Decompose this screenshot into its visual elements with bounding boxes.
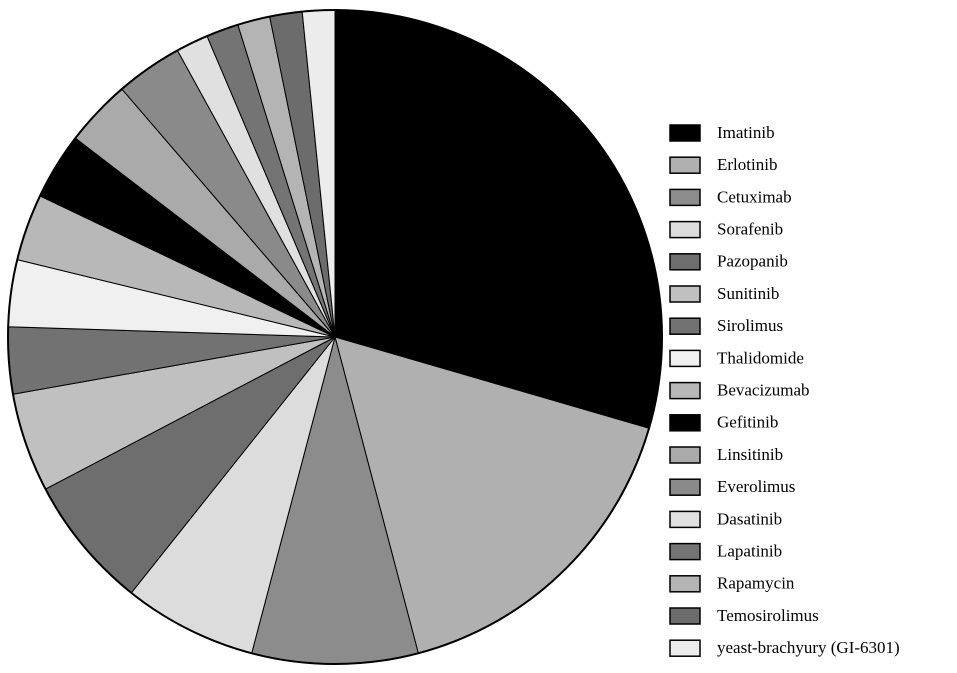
legend-swatch [669, 510, 701, 529]
legend-swatch [669, 349, 701, 368]
legend-swatch [669, 542, 701, 561]
legend-label: Dasatinib [717, 509, 782, 528]
legend-swatch [669, 607, 701, 625]
legend-label: Cetuximab [717, 187, 792, 206]
legend-label: Linsitinib [717, 445, 783, 464]
legend-swatch [669, 124, 701, 142]
legend-label: Bevacizumab [717, 381, 810, 400]
legend-swatch [669, 188, 701, 207]
legend-swatch [669, 285, 701, 303]
legend-swatch [669, 156, 701, 174]
pie-outline [7, 9, 663, 665]
legend-swatch [669, 253, 701, 271]
legend-label: yeast-brachyury (GI-6301) [717, 638, 900, 657]
legend-swatch [669, 446, 701, 464]
legend-swatch [669, 478, 701, 496]
legend-swatch [669, 639, 701, 657]
legend-label: Lapatinib [717, 542, 782, 561]
legend-label: Erlotinib [717, 155, 777, 174]
legend-swatch [669, 381, 701, 400]
legend-label: Pazopanib [717, 252, 788, 271]
legend-label: Thalidomide [717, 348, 804, 367]
legend-label: Sirolimus [717, 316, 783, 335]
legend-label: Sunitinib [717, 284, 779, 303]
legend-swatch [669, 575, 701, 593]
legend-label: Everolimus [717, 477, 795, 496]
legend-swatch [669, 414, 701, 432]
legend-label: Gefitinib [717, 413, 778, 432]
legend-swatch [669, 220, 701, 239]
legend-label: Rapamycin [717, 574, 795, 593]
legend-label: Temosirolimus [717, 606, 819, 625]
legend-swatch [669, 317, 701, 335]
legend-label: Imatinib [717, 123, 775, 142]
legend-label: Sorafenib [717, 220, 783, 239]
